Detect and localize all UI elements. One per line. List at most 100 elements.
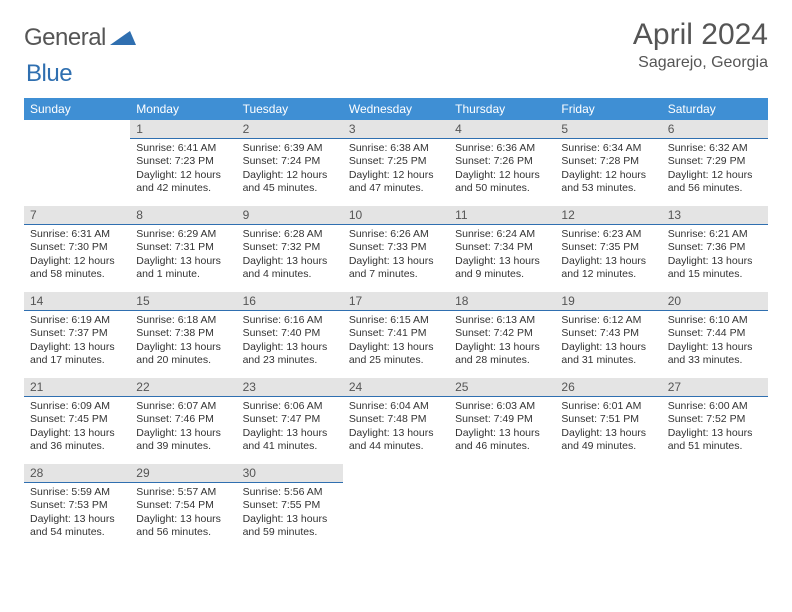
- weekday-header: Tuesday: [237, 98, 343, 120]
- sunset-text: Sunset: 7:23 PM: [136, 155, 230, 168]
- daylight-text: Daylight: 12 hours and 42 minutes.: [136, 169, 230, 196]
- day-number-bar: 4: [449, 120, 555, 139]
- day-number-bar: 8: [130, 206, 236, 225]
- daylight-text: Daylight: 13 hours and 9 minutes.: [455, 255, 549, 282]
- sunset-text: Sunset: 7:46 PM: [136, 413, 230, 426]
- calendar-cell: [24, 120, 130, 206]
- sunset-text: Sunset: 7:42 PM: [455, 327, 549, 340]
- calendar-cell: 30Sunrise: 5:56 AMSunset: 7:55 PMDayligh…: [237, 464, 343, 550]
- sunrise-text: Sunrise: 6:13 AM: [455, 314, 549, 327]
- daylight-text: Daylight: 13 hours and 41 minutes.: [243, 427, 337, 454]
- day-details: Sunrise: 6:39 AMSunset: 7:24 PMDaylight:…: [237, 139, 343, 200]
- calendar-cell: [555, 464, 661, 550]
- day-details: Sunrise: 6:38 AMSunset: 7:25 PMDaylight:…: [343, 139, 449, 200]
- day-details: Sunrise: 6:07 AMSunset: 7:46 PMDaylight:…: [130, 397, 236, 458]
- sunrise-text: Sunrise: 6:10 AM: [668, 314, 762, 327]
- day-number-bar: 11: [449, 206, 555, 225]
- calendar-cell: [662, 464, 768, 550]
- daylight-text: Daylight: 13 hours and 59 minutes.: [243, 513, 337, 540]
- weekday-header: Friday: [555, 98, 661, 120]
- daylight-text: Daylight: 13 hours and 7 minutes.: [349, 255, 443, 282]
- day-details: Sunrise: 6:24 AMSunset: 7:34 PMDaylight:…: [449, 225, 555, 286]
- sunrise-text: Sunrise: 6:12 AM: [561, 314, 655, 327]
- sunset-text: Sunset: 7:41 PM: [349, 327, 443, 340]
- calendar-week-row: 21Sunrise: 6:09 AMSunset: 7:45 PMDayligh…: [24, 378, 768, 464]
- day-number-bar: 10: [343, 206, 449, 225]
- daylight-text: Daylight: 13 hours and 17 minutes.: [30, 341, 124, 368]
- sunrise-text: Sunrise: 6:16 AM: [243, 314, 337, 327]
- calendar-cell: 15Sunrise: 6:18 AMSunset: 7:38 PMDayligh…: [130, 292, 236, 378]
- daylight-text: Daylight: 13 hours and 28 minutes.: [455, 341, 549, 368]
- day-details: Sunrise: 6:26 AMSunset: 7:33 PMDaylight:…: [343, 225, 449, 286]
- calendar-body: 1Sunrise: 6:41 AMSunset: 7:23 PMDaylight…: [24, 120, 768, 550]
- sunset-text: Sunset: 7:48 PM: [349, 413, 443, 426]
- sunset-text: Sunset: 7:53 PM: [30, 499, 124, 512]
- calendar-cell: 29Sunrise: 5:57 AMSunset: 7:54 PMDayligh…: [130, 464, 236, 550]
- daylight-text: Daylight: 13 hours and 56 minutes.: [136, 513, 230, 540]
- sunset-text: Sunset: 7:31 PM: [136, 241, 230, 254]
- sunset-text: Sunset: 7:28 PM: [561, 155, 655, 168]
- sunset-text: Sunset: 7:38 PM: [136, 327, 230, 340]
- day-details: Sunrise: 6:12 AMSunset: 7:43 PMDaylight:…: [555, 311, 661, 372]
- day-details: Sunrise: 6:41 AMSunset: 7:23 PMDaylight:…: [130, 139, 236, 200]
- calendar-cell: 4Sunrise: 6:36 AMSunset: 7:26 PMDaylight…: [449, 120, 555, 206]
- calendar-cell: 24Sunrise: 6:04 AMSunset: 7:48 PMDayligh…: [343, 378, 449, 464]
- calendar-table: SundayMondayTuesdayWednesdayThursdayFrid…: [24, 98, 768, 550]
- day-details: Sunrise: 6:28 AMSunset: 7:32 PMDaylight:…: [237, 225, 343, 286]
- day-number-bar: 5: [555, 120, 661, 139]
- calendar-cell: 17Sunrise: 6:15 AMSunset: 7:41 PMDayligh…: [343, 292, 449, 378]
- calendar-head: SundayMondayTuesdayWednesdayThursdayFrid…: [24, 98, 768, 120]
- day-details: Sunrise: 6:23 AMSunset: 7:35 PMDaylight:…: [555, 225, 661, 286]
- day-details: Sunrise: 5:57 AMSunset: 7:54 PMDaylight:…: [130, 483, 236, 544]
- daylight-text: Daylight: 13 hours and 44 minutes.: [349, 427, 443, 454]
- daylight-text: Daylight: 13 hours and 49 minutes.: [561, 427, 655, 454]
- daylight-text: Daylight: 12 hours and 53 minutes.: [561, 169, 655, 196]
- weekday-header: Monday: [130, 98, 236, 120]
- sunrise-text: Sunrise: 6:39 AM: [243, 142, 337, 155]
- sunset-text: Sunset: 7:40 PM: [243, 327, 337, 340]
- sunset-text: Sunset: 7:26 PM: [455, 155, 549, 168]
- calendar-cell: 19Sunrise: 6:12 AMSunset: 7:43 PMDayligh…: [555, 292, 661, 378]
- sunrise-text: Sunrise: 6:06 AM: [243, 400, 337, 413]
- calendar-page: General April 2024 Sagarejo, Georgia Blu…: [0, 0, 792, 568]
- day-number-bar: 7: [24, 206, 130, 225]
- day-number-bar: 9: [237, 206, 343, 225]
- sunset-text: Sunset: 7:44 PM: [668, 327, 762, 340]
- day-number-bar: 18: [449, 292, 555, 311]
- day-details: Sunrise: 6:31 AMSunset: 7:30 PMDaylight:…: [24, 225, 130, 286]
- sunrise-text: Sunrise: 6:32 AM: [668, 142, 762, 155]
- title-block: April 2024 Sagarejo, Georgia: [633, 18, 768, 72]
- weekday-header: Thursday: [449, 98, 555, 120]
- calendar-cell: 14Sunrise: 6:19 AMSunset: 7:37 PMDayligh…: [24, 292, 130, 378]
- day-number-bar: 14: [24, 292, 130, 311]
- day-details: Sunrise: 6:01 AMSunset: 7:51 PMDaylight:…: [555, 397, 661, 458]
- daylight-text: Daylight: 12 hours and 45 minutes.: [243, 169, 337, 196]
- sunrise-text: Sunrise: 6:34 AM: [561, 142, 655, 155]
- sunset-text: Sunset: 7:51 PM: [561, 413, 655, 426]
- weekday-header: Saturday: [662, 98, 768, 120]
- sunset-text: Sunset: 7:52 PM: [668, 413, 762, 426]
- calendar-cell: 2Sunrise: 6:39 AMSunset: 7:24 PMDaylight…: [237, 120, 343, 206]
- day-details: Sunrise: 5:56 AMSunset: 7:55 PMDaylight:…: [237, 483, 343, 544]
- day-details: Sunrise: 6:21 AMSunset: 7:36 PMDaylight:…: [662, 225, 768, 286]
- logo-text-2: Blue: [26, 60, 72, 87]
- day-number-bar: 3: [343, 120, 449, 139]
- calendar-cell: 20Sunrise: 6:10 AMSunset: 7:44 PMDayligh…: [662, 292, 768, 378]
- day-number-bar: 28: [24, 464, 130, 483]
- day-details: Sunrise: 6:19 AMSunset: 7:37 PMDaylight:…: [24, 311, 130, 372]
- calendar-cell: 5 Sunrise: 6:34 AMSunset: 7:28 PMDaylight…: [555, 120, 661, 206]
- daylight-text: Daylight: 12 hours and 50 minutes.: [455, 169, 549, 196]
- day-number-bar: 24: [343, 378, 449, 397]
- day-number-bar: 30: [237, 464, 343, 483]
- sunrise-text: Sunrise: 6:18 AM: [136, 314, 230, 327]
- calendar-cell: 1Sunrise: 6:41 AMSunset: 7:23 PMDaylight…: [130, 120, 236, 206]
- sunrise-text: Sunrise: 6:41 AM: [136, 142, 230, 155]
- daylight-text: Daylight: 13 hours and 54 minutes.: [30, 513, 124, 540]
- sunset-text: Sunset: 7:49 PM: [455, 413, 549, 426]
- sunrise-text: Sunrise: 6:15 AM: [349, 314, 443, 327]
- daylight-text: Daylight: 13 hours and 36 minutes.: [30, 427, 124, 454]
- day-details: Sunrise: 6:13 AMSunset: 7:42 PMDaylight:…: [449, 311, 555, 372]
- sunset-text: Sunset: 7:54 PM: [136, 499, 230, 512]
- calendar-week-row: 7Sunrise: 6:31 AMSunset: 7:30 PMDaylight…: [24, 206, 768, 292]
- daylight-text: Daylight: 13 hours and 12 minutes.: [561, 255, 655, 282]
